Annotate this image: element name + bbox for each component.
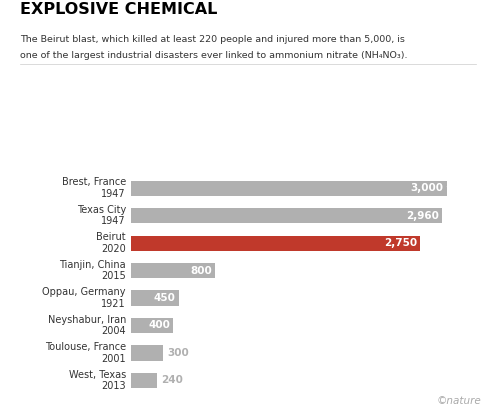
Bar [131,290,179,306]
Bar [131,180,446,196]
Text: 2,960: 2,960 [406,211,439,220]
Text: 800: 800 [190,266,212,276]
Text: 400: 400 [148,321,170,330]
Text: 450: 450 [154,293,176,303]
Text: 240: 240 [161,375,183,385]
Text: 300: 300 [167,348,189,358]
Bar [131,236,420,250]
Bar [131,263,215,278]
Text: one of the largest industrial disasters ever linked to ammonium nitrate (NH₄NO₃): one of the largest industrial disasters … [20,52,407,61]
Text: ©nature: ©nature [436,396,481,406]
Bar [131,208,442,223]
Text: 2,750: 2,750 [384,238,417,248]
Bar [131,345,163,360]
Text: The Beirut blast, which killed at least 220 people and injured more than 5,000, : The Beirut blast, which killed at least … [20,35,405,44]
Text: 3,000: 3,000 [410,183,443,193]
Bar [131,373,157,388]
Text: tonnes NH₄NO₃: tonnes NH₄NO₃ [444,184,496,193]
Text: EXPLOSIVE CHEMICAL: EXPLOSIVE CHEMICAL [20,2,217,17]
Bar [131,318,174,333]
